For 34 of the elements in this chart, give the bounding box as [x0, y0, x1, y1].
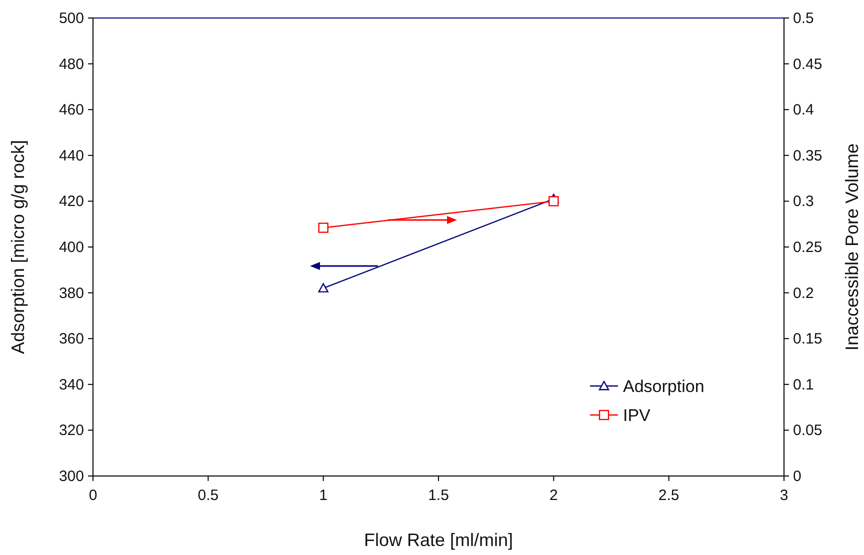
y2-tick-label: 0.4 [793, 102, 814, 119]
y2-tick-label: 0.5 [793, 10, 814, 27]
x-tick-label: 2.5 [658, 487, 680, 504]
y2-tick-label: 0 [793, 468, 802, 485]
x-axis-title: Flow Rate [ml/min] [364, 530, 514, 550]
y-tick-label: 400 [58, 239, 84, 256]
x-tick-label: 3 [780, 487, 788, 504]
y-axis-title: Adsorption [micro g/g rock] [8, 140, 28, 354]
legend-label: IPV [623, 406, 652, 425]
x-tick-label: 1.5 [428, 487, 449, 504]
x-tick-label: 1 [319, 487, 328, 504]
y-tick-label: 460 [58, 102, 84, 119]
legend-label: Adsorption [623, 377, 704, 396]
y-tick-label: 500 [58, 10, 84, 27]
y2-tick-label: 0.25 [793, 239, 822, 256]
x-tick-label: 2 [549, 487, 558, 504]
y-tick-label: 440 [58, 147, 84, 164]
y-tick-label: 300 [58, 468, 84, 485]
y-tick-label: 380 [58, 284, 84, 302]
y2-tick-label: 0.2 [793, 284, 814, 302]
y-tick-label: 480 [58, 56, 84, 73]
x-tick-label: 0.5 [198, 487, 219, 504]
y-tick-label: 360 [58, 330, 84, 348]
y2-tick-label: 0.45 [793, 56, 822, 73]
y2-tick-label: 0.15 [793, 330, 822, 348]
y-tick-label: 420 [58, 193, 84, 210]
y2-axis-title: Inaccessible Pore Volume [842, 143, 862, 351]
y-tick-label: 320 [58, 422, 84, 440]
y2-tick-label: 0.35 [793, 147, 822, 164]
y2-tick-label: 0.05 [793, 422, 822, 440]
y2-tick-label: 0.3 [793, 193, 814, 210]
y2-tick-label: 0.1 [793, 376, 814, 394]
y-tick-label: 340 [58, 376, 84, 394]
x-tick-label: 0 [88, 487, 98, 504]
